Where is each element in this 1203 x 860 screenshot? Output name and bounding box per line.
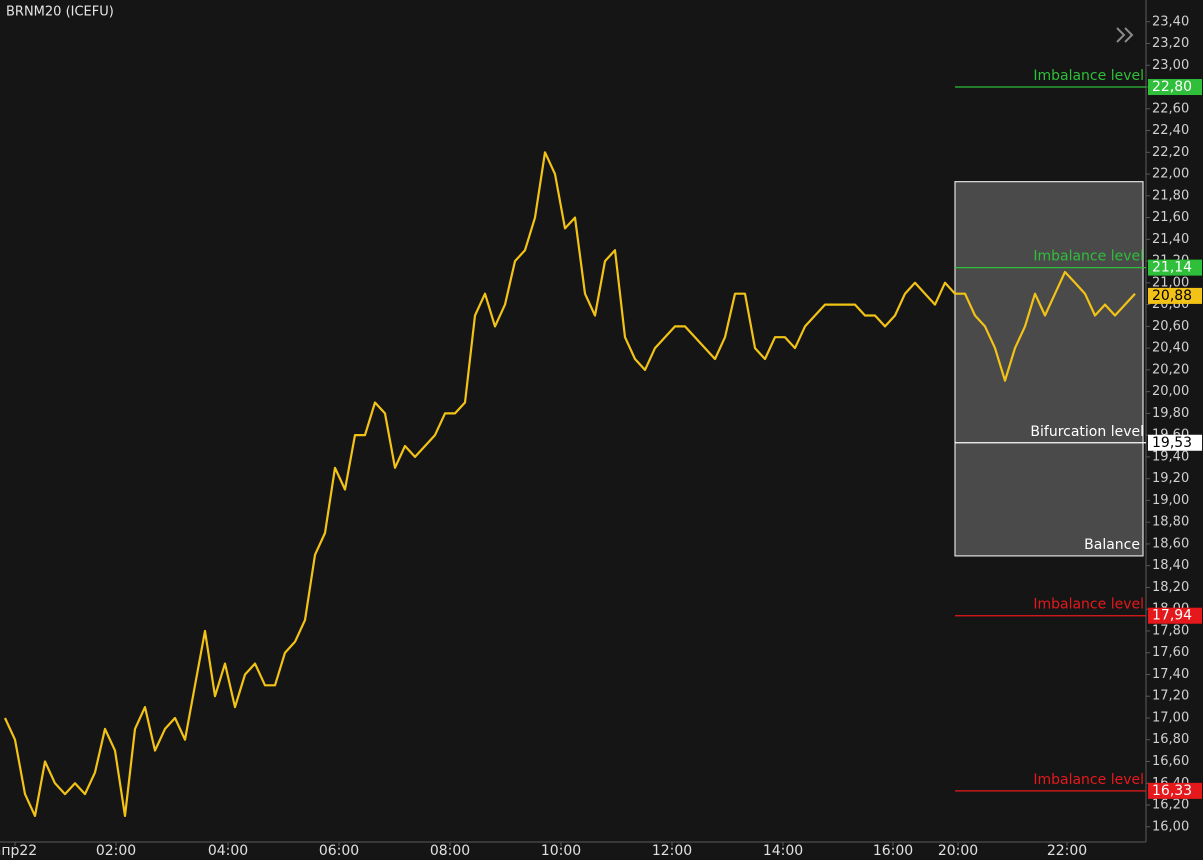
y-tick-label: 17,00 [1152,710,1189,725]
y-tick-label: 16,60 [1152,754,1189,769]
y-tick-label: 23,40 [1152,14,1189,29]
last-price-label: 20,88 [1152,288,1192,304]
level-name: Bifurcation level [1030,424,1144,440]
level-badge [1148,259,1202,276]
y-tick-label: 18,40 [1152,558,1189,573]
level-badge-label: 16,33 [1152,783,1192,799]
level-badge [1148,79,1202,96]
y-tick-label: 23,20 [1152,36,1189,51]
y-tick-label: 18,60 [1152,536,1189,551]
level-badge [1148,782,1202,799]
x-tick-label: 12:00 [652,843,692,859]
y-tick-label: 20,40 [1152,341,1189,356]
level-badge-label: 19,53 [1152,435,1192,451]
y-tick-label: 17,80 [1152,623,1189,638]
y-tick-label: 19,00 [1152,493,1189,508]
y-tick-label: 17,60 [1152,645,1189,660]
y-tick-label: 16,20 [1152,798,1189,813]
y-tick-label: 20,60 [1152,319,1189,334]
level-badge [1148,607,1202,624]
level-name: Imbalance level [1033,772,1144,788]
x-tick-label: 04:00 [208,843,248,859]
y-tick-label: 21,40 [1152,232,1189,247]
y-tick-label: 19,80 [1152,406,1189,421]
y-tick-label: 17,40 [1152,667,1189,682]
y-tick-label: 17,20 [1152,689,1189,704]
price-line [4,151,1136,817]
level-badge-label: 21,14 [1152,260,1192,276]
y-tick-label: 23,00 [1152,58,1189,73]
y-tick-label: 22,40 [1152,123,1189,138]
y-tick-label: 20,00 [1152,384,1189,399]
y-tick-label: 19,20 [1152,471,1189,486]
y-tick-label: 21,60 [1152,210,1189,225]
level-badge-label: 17,94 [1152,608,1192,624]
x-tick-label: 08:00 [430,843,470,859]
y-tick-label: 22,00 [1152,167,1189,182]
x-tick-label: 02:00 [96,843,136,859]
x-tick-label: 10:00 [541,843,581,859]
y-tick-label: 19,40 [1152,449,1189,464]
x-tick-label: 22:00 [1047,843,1087,859]
y-tick-label: 22,60 [1152,101,1189,116]
x-tick-label: 16:00 [873,843,913,859]
y-tick-label: 20,20 [1152,362,1189,377]
y-tick-label: 22,20 [1152,145,1189,160]
level-badge-label: 22,80 [1152,79,1192,95]
y-tick-label: 21,00 [1152,275,1189,290]
level-badge [1148,434,1202,451]
y-tick-label: 16,00 [1152,819,1189,834]
level-name: Imbalance level [1033,249,1144,265]
x-tick-label: апр22 [0,843,37,859]
x-tick-label: 06:00 [319,843,359,859]
y-tick-label: 16,80 [1152,732,1189,747]
chart-title: BRNM20 (ICEFU) [6,5,114,20]
y-tick-label: 18,20 [1152,580,1189,595]
y-tick-label: 18,80 [1152,515,1189,530]
balance-label: Balance [1084,537,1140,553]
level-name: Imbalance level [1033,597,1144,613]
y-tick-label: 21,80 [1152,188,1189,203]
x-tick-label: 20:00 [938,843,978,859]
level-name: Imbalance level [1033,68,1144,84]
expand-icon[interactable] [1116,27,1134,43]
last-price-badge [1148,287,1202,304]
x-tick-label: 14:00 [763,843,803,859]
balance-box [954,181,1144,557]
